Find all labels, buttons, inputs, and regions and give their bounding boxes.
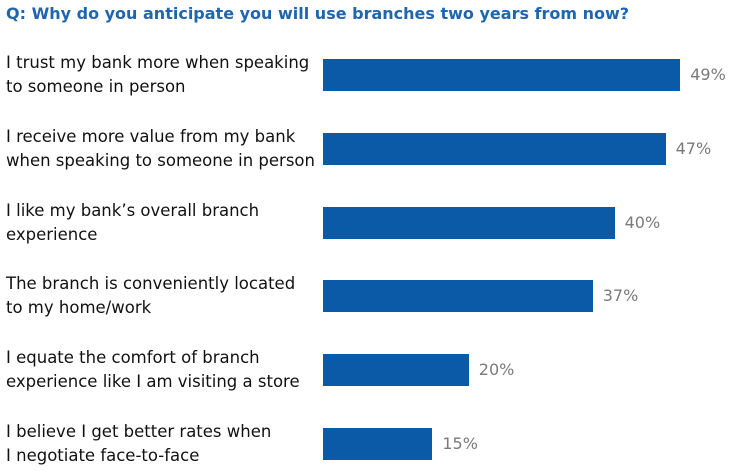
value-label: 37% [602,286,639,306]
bar [323,206,615,239]
category-label: I trust my bank more when speaking to so… [6,53,310,96]
value-label: 40% [624,212,661,232]
bar [323,59,681,91]
bar [323,354,469,387]
bar [323,428,433,460]
category-label: The branch is conveniently located to my… [6,274,296,318]
category-label: I receive more value from my bank when s… [6,126,315,170]
category-label: I equate the comfort of branch experienc… [6,348,300,392]
category-label: I believe I get better rates when I nego… [6,422,272,465]
category-label: I like my bank’s overall branch experien… [6,200,260,244]
bar [323,132,666,165]
value-label: 47% [675,138,712,158]
value-label: 20% [478,360,515,380]
value-label: 49% [690,65,726,84]
chart-title: Q: Why do you anticipate you will use br… [6,4,630,23]
bar [323,280,593,313]
value-label: 15% [442,434,478,453]
